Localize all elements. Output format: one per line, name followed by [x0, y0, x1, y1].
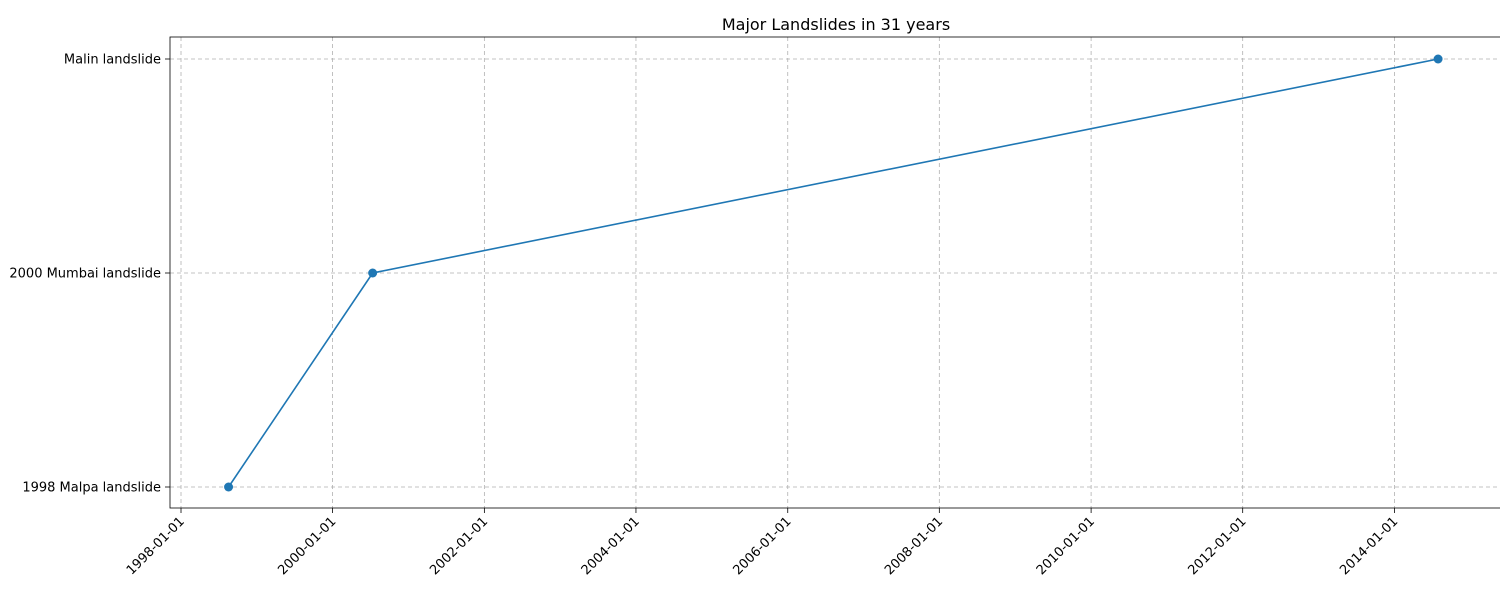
x-tick-label: 2012-01-01 [1185, 514, 1249, 578]
x-tick-label: 2010-01-01 [1034, 514, 1098, 578]
x-tick-label: 1998-01-01 [124, 514, 188, 578]
y-tick-label: 1998 Malpa landslide [22, 481, 161, 496]
chart-title: Major Landslides in 31 years [722, 15, 950, 34]
data-point-marker [1433, 54, 1443, 64]
grid [170, 37, 1500, 508]
plot-frame [169, 36, 1500, 509]
data-point-marker [224, 482, 234, 492]
x-tick-label: 2000-01-01 [275, 514, 339, 578]
x-tick-label: 2006-01-01 [731, 514, 795, 578]
series-group [224, 54, 1443, 492]
x-tick-label: 2002-01-01 [427, 514, 491, 578]
x-tick-label: 2014-01-01 [1337, 514, 1401, 578]
y-tick-label: Malin landslide [64, 53, 161, 68]
data-point-marker [368, 268, 378, 278]
x-tick-label: 2008-01-01 [882, 514, 946, 578]
axes: 1998-01-01 2000-01-01 2002-01-01 2004-01-01… [9, 53, 1401, 579]
x-tick-label: 2004-01-01 [579, 514, 643, 578]
y-tick-label: 2000 Mumbai landslide [9, 267, 161, 282]
